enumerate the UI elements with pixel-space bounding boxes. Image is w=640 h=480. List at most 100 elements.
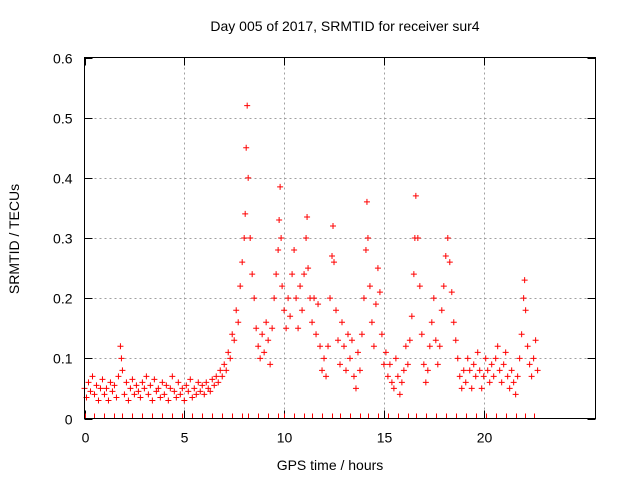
y-tick-label: 0.5 [53,111,73,127]
data-point [398,379,405,386]
data-point [440,283,447,290]
y-tick-label: 0.6 [53,51,73,67]
data-point [137,394,144,401]
data-point [526,361,533,368]
data-point [269,325,276,332]
data-point [275,247,282,254]
data-point [476,367,483,374]
y-tick-label: 0.2 [53,291,73,307]
data-point [388,379,395,386]
data-point [135,388,142,395]
data-point [229,331,236,338]
data-point [241,235,248,241]
data-point [428,319,435,326]
data-point [354,349,361,356]
data-point [231,337,238,344]
data-point [460,367,467,374]
data-point [249,271,256,278]
data-point [257,355,264,362]
data-point [311,295,318,302]
data-point [276,216,283,223]
data-point [474,349,481,356]
data-points [81,102,541,404]
data-point [121,391,128,398]
data-point [91,391,98,398]
data-point [363,198,370,205]
data-point [380,361,387,368]
data-point [436,343,443,350]
x-tick-label: 5 [181,430,189,446]
data-point [330,222,337,229]
data-point [446,259,453,266]
data-point [521,277,528,284]
data-point [376,289,383,296]
y-tick-label: 0 [65,412,73,428]
data-point [327,295,334,302]
data-point [293,295,300,302]
data-point [167,385,174,392]
data-point [287,313,294,320]
data-point [340,343,347,350]
data-point [235,319,242,326]
data-point [400,367,407,374]
data-point [492,355,499,362]
data-point [153,388,160,395]
data-point [263,319,270,326]
data-point [313,331,320,338]
data-point [179,385,186,392]
data-point [169,373,176,380]
data-point [187,376,194,383]
data-point [382,349,389,356]
data-point [209,376,216,383]
data-point [131,391,138,398]
data-point [283,325,290,332]
data-point [304,213,311,220]
data-point [123,379,130,386]
data-point [233,307,240,314]
data-point [253,325,260,332]
data-point [323,373,330,380]
data-point [352,385,359,392]
data-point [303,235,310,241]
data-point [490,373,497,380]
data-point [450,319,457,326]
data-point [237,283,244,290]
data-point [133,382,140,389]
data-point [372,301,379,308]
data-point [337,361,343,368]
data-point [255,343,262,350]
data-point [342,367,349,374]
data-point [223,367,230,374]
data-point [480,373,487,380]
data-point [205,385,212,392]
data-point [498,379,505,386]
data-point [522,307,529,314]
data-point [360,295,367,302]
data-point [426,343,433,350]
data-point [333,307,340,314]
data-point [319,367,326,374]
data-point [488,361,495,368]
data-point [175,379,182,386]
data-point [420,361,427,368]
data-point [486,379,493,386]
data-point [295,325,302,332]
data-point [157,394,164,401]
x-tick-labels: 0 5 10 15 20 [82,430,493,446]
data-point [500,361,507,368]
data-point [129,376,136,383]
data-point [103,385,110,392]
data-point [289,271,296,278]
data-point [195,379,202,386]
data-point [301,271,308,278]
data-point [227,355,234,362]
data-point [452,337,459,344]
data-point [520,295,527,302]
data-point [528,373,535,380]
data-point [101,391,108,398]
data-point [171,388,178,395]
data-point [143,373,150,380]
data-point [95,397,102,404]
data-point [412,192,419,199]
data-point [193,391,200,398]
